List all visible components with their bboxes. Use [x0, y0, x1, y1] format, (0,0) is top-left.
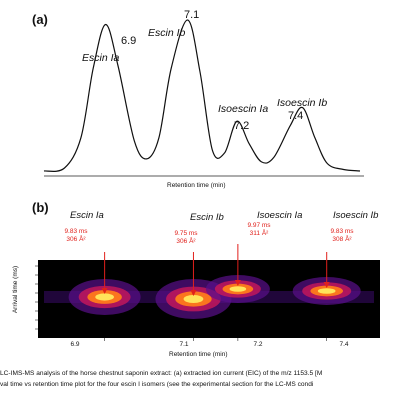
heatmap-spot-peak-3 [317, 288, 336, 294]
heatmap-spot-peak-0 [95, 293, 114, 301]
annotation-arrowhead-0 [101, 288, 108, 294]
heatmap-x-tick-6.9: 6.9 [70, 341, 80, 348]
spot-arrival-escin-ia: 9.83 ms [64, 228, 88, 235]
spot-arrival-isoescin-ia: 9.97 ms [247, 222, 271, 229]
peak-rt-isoescin-ia: 7.2 [234, 120, 250, 132]
spot-label-escin-ia: Escin Ia [70, 210, 104, 221]
heatmap-x-axis-title: Retention time (min) [169, 351, 228, 358]
spot-arrival-isoescin-ib: 9.83 ms [330, 228, 354, 235]
panel-a-label: (a) [32, 12, 48, 27]
spot-ccs-isoescin-ia: 311 Å² [249, 230, 269, 237]
peak-rt-escin-ib: 7.1 [184, 9, 200, 21]
annotation-arrowhead-3 [323, 282, 330, 288]
spot-label-isoescin-ib: Isoescin Ib [333, 210, 379, 221]
spot-label-escin-ib: Escin Ib [190, 212, 224, 223]
peak-label-isoescin-ia: Isoescin Ia [218, 103, 269, 115]
figure-caption-line-1: LC-IMS-MS analysis of the horse chestnut… [0, 370, 323, 377]
heatmap-x-tick-7.2: 7.2 [253, 341, 263, 348]
peak-rt-escin-ia: 6.9 [121, 35, 137, 47]
heatmap-x-tick-7.1: 7.1 [179, 341, 189, 348]
heatmap-spot-peak-1 [183, 295, 204, 303]
peak-rt-isoescin-ib: 7.4 [288, 110, 304, 122]
spot-ccs-isoescin-ib: 308 Å² [332, 236, 352, 243]
spot-ccs-escin-ib: 306 Å² [176, 238, 196, 245]
peak-label-escin-ia: Escin Ia [82, 52, 120, 64]
peak-label-isoescin-ib: Isoescin Ib [277, 97, 328, 109]
spot-label-isoescin-ia: Isoescin Ia [257, 210, 303, 221]
spot-arrival-escin-ib: 9.75 ms [174, 230, 198, 237]
annotation-arrowhead-2 [234, 280, 241, 286]
panel-b-label: (b) [32, 200, 49, 215]
heatmap-x-tick-7.4: 7.4 [339, 341, 349, 348]
peak-label-escin-ib: Escin Ib [148, 27, 186, 39]
annotation-arrowhead-1 [190, 290, 197, 296]
heatmap-y-axis-title: Arrival time (ms) [12, 265, 20, 314]
chromatogram-eic-trace [43, 19, 361, 172]
heatmap-spot-peak-2 [229, 286, 247, 292]
spot-ccs-escin-ia: 306 Å² [66, 236, 86, 243]
figure-caption-line-2: val time vs retention time plot for the … [0, 381, 314, 388]
chromatogram-x-axis-title: Retention time (min) [167, 182, 226, 189]
